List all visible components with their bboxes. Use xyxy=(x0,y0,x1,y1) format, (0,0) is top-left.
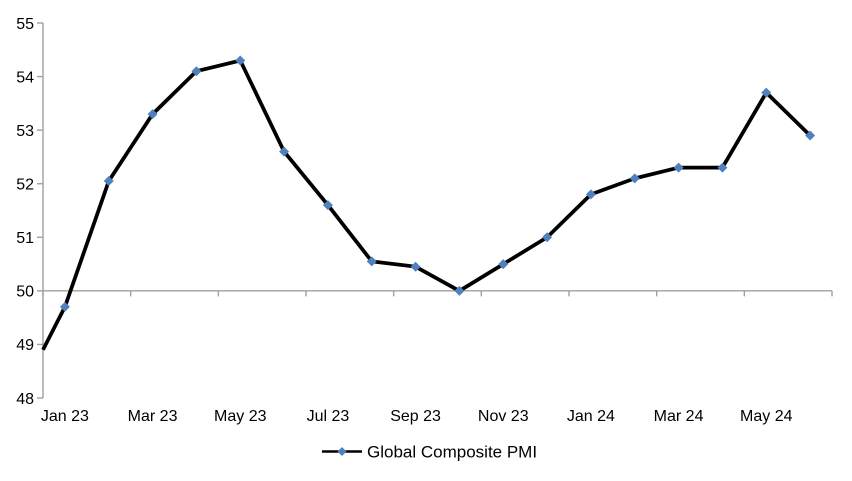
data-point-marker xyxy=(59,301,70,312)
data-point-marker xyxy=(235,55,246,66)
y-axis-label: 55 xyxy=(16,16,34,33)
axis-labels: 55 54 53 52 51 50 49 48 Jan 23 Mar 23 May 23 Jul 23… xyxy=(16,16,792,425)
data-point-marker xyxy=(366,256,377,267)
y-axis-label: 51 xyxy=(16,230,34,247)
data-point-marker xyxy=(717,162,728,173)
x-axis-label: Jan 24 xyxy=(567,408,615,425)
series xyxy=(41,55,816,351)
data-point-marker xyxy=(191,66,202,77)
legend: Global Composite PMI xyxy=(322,443,537,462)
data-point-marker xyxy=(454,285,465,296)
x-axis-label: Sep 23 xyxy=(390,408,441,425)
legend-diamond-icon xyxy=(337,447,347,456)
x-axis-label: Mar 24 xyxy=(654,408,704,425)
y-axis-label: 49 xyxy=(16,337,34,354)
data-point-marker xyxy=(103,176,114,187)
data-point-marker xyxy=(542,232,553,243)
x-axis-label: Nov 23 xyxy=(478,408,529,425)
data-point-marker xyxy=(629,173,640,184)
data-point-marker xyxy=(673,162,684,173)
data-point-marker xyxy=(761,87,772,98)
x-axis-label: May 24 xyxy=(740,408,793,425)
legend-label: Global Composite PMI xyxy=(367,443,537,462)
data-point-marker xyxy=(410,261,421,272)
x-axis-label: May 23 xyxy=(214,408,267,425)
y-axis-label: 53 xyxy=(16,123,34,140)
y-axis-label: 52 xyxy=(16,176,34,193)
axes xyxy=(37,22,833,399)
x-axis-label: Mar 23 xyxy=(128,408,178,425)
data-point-marker xyxy=(322,200,333,211)
data-point-marker xyxy=(147,109,158,120)
pmi-series-line xyxy=(41,58,812,351)
y-axis-label: 54 xyxy=(16,69,34,86)
y-axis-label: 50 xyxy=(16,284,34,301)
y-axis-label: 48 xyxy=(16,391,34,408)
data-point-marker xyxy=(805,130,816,141)
data-point-marker xyxy=(498,259,509,270)
data-point-marker xyxy=(279,146,290,157)
x-axis-label: Jul 23 xyxy=(307,408,350,425)
data-point-marker xyxy=(585,189,596,200)
x-axis-label: Jan 23 xyxy=(41,408,89,425)
